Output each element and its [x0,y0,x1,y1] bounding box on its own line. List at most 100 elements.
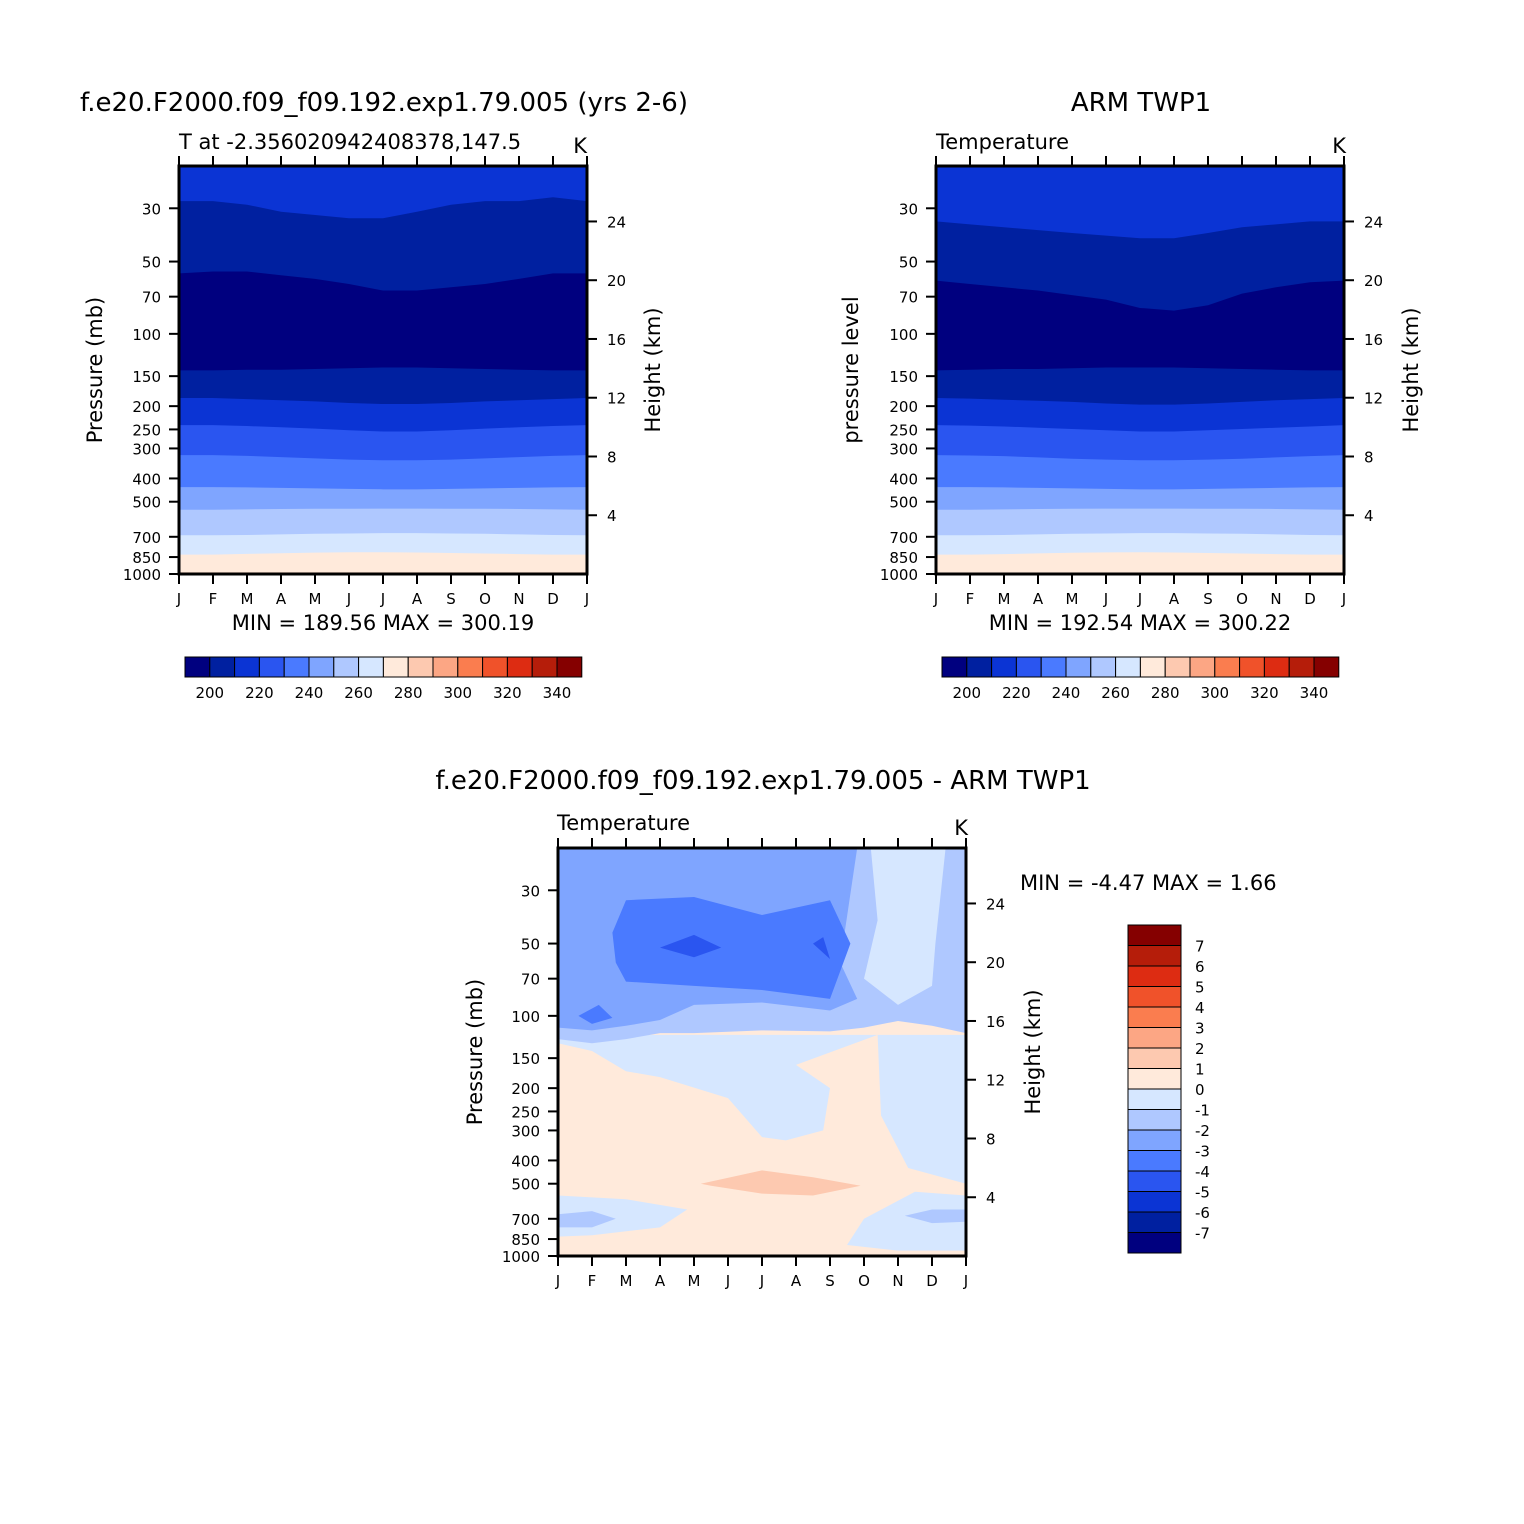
colorbar-cell [1127,945,1182,967]
colorbar-cell [1090,656,1117,678]
colorbar-cell [1127,1006,1182,1028]
panel-diff: f.e20.F2000.f09_f09.192.exp1.79.005 - AR… [435,766,1276,1290]
colorbar-cell [432,656,459,678]
y-tick-label: 50 [142,254,161,272]
colorbar-cell [1139,656,1166,678]
x-tick-label: J [725,1272,730,1290]
colorbar-cell [1189,656,1216,678]
colorbar-label: 280 [394,684,423,702]
x-tick-label: A [276,590,287,608]
x-tick-label: J [584,590,589,608]
panel-diff-colorbar: 7 6 5 4 3 2 1 0 -1 -2 -3 -4 -5 -6 -7 [1127,924,1210,1254]
colorbar-cell [333,656,360,678]
diff-region-neg2-low-left [558,1211,616,1228]
colorbar-cell [184,656,211,678]
colorbar-cell [1127,1150,1182,1172]
panel-diff-stats: MIN = -4.47 MAX = 1.66 [1020,871,1277,895]
x-tick-label: N [513,590,524,608]
panel-diff-contours [558,848,966,1256]
panel-obs-units: K [1332,134,1347,158]
y-right-tick-label: 12 [1364,390,1383,408]
panel-model-subtitle: T at -2.356020942408378,147.5 [178,130,521,154]
x-tick-label: D [1304,590,1316,608]
y-tick-label: 700 [132,529,161,547]
colorbar-cell [1127,924,1182,946]
y-tick-label: 850 [889,549,918,567]
panel-obs-right-axis-label: Height (km) [1399,307,1423,432]
colorbar-label: 300 [1200,684,1229,702]
colorbar-cell [506,656,533,678]
colorbar-label: 240 [1052,684,1081,702]
panel-model: f.e20.F2000.f09_f09.192.exp1.79.005 (yrs… [80,88,688,702]
colorbar-cell [283,656,310,678]
colorbar-label: 200 [195,684,224,702]
colorbar-cell [382,656,409,678]
colorbar-label: 4 [1195,999,1205,1017]
colorbar-label: 220 [1002,684,1031,702]
y-tick-label: 30 [142,200,161,218]
colorbar-cell [531,656,558,678]
y-tick-label: 70 [521,971,540,989]
colorbar-label: -4 [1195,1163,1210,1181]
y-right-tick-label: 12 [986,1072,1005,1090]
y-tick-label: 1000 [880,566,918,584]
x-tick-label: N [892,1272,903,1290]
diff-region-neg4 [612,897,851,999]
y-tick-label: 250 [511,1103,540,1121]
panel-model-title: f.e20.F2000.f09_f09.192.exp1.79.005 (yrs… [80,88,688,118]
colorbar-cell [209,656,236,678]
x-tick-label: F [966,590,975,608]
diff-region-neg5-may [660,934,722,958]
y-tick-label: 50 [521,936,540,954]
x-tick-label: M [309,590,322,608]
x-tick-label: N [1270,590,1281,608]
panel-diff-units: K [954,816,969,840]
panel-diff-subtitle: Temperature [556,811,690,835]
colorbar-label: -5 [1195,1184,1210,1202]
panel-diff-title: f.e20.F2000.f09_f09.192.exp1.79.005 - AR… [435,766,1090,796]
y-tick-label: 150 [132,368,161,386]
x-tick-label: M [688,1272,701,1290]
x-tick-label: F [588,1272,597,1290]
colorbar-cell [1239,656,1265,678]
x-tick-label: J [963,1272,968,1290]
colorbar-cell [1040,656,1067,678]
colorbar-cell [1127,1211,1182,1233]
colorbar-label: 0 [1195,1081,1205,1099]
x-tick-label: J [176,590,181,608]
y-right-tick-label: 16 [986,1013,1005,1031]
x-tick-label: M [241,590,254,608]
y-tick-label: 300 [889,440,918,458]
x-tick-label: S [825,1272,835,1290]
x-tick-label: S [1203,590,1213,608]
panel-model-colorbar: 200 220 240 260 280 300 320 340 [184,656,583,702]
x-tick-label: M [1066,590,1079,608]
x-tick-label: A [655,1272,666,1290]
y-tick-label: 850 [132,549,161,567]
colorbar-label: 1 [1195,1061,1205,1079]
colorbar-cell [1127,1047,1182,1069]
colorbar-label: 300 [443,684,472,702]
y-tick-label: 70 [142,289,161,307]
y-tick-label: 100 [511,1008,540,1026]
colorbar-cell [258,656,285,678]
y-tick-label: 200 [132,398,161,416]
panel-model-stats: MIN = 189.56 MAX = 300.19 [232,611,534,635]
colorbar-cell [457,656,484,678]
colorbar-cell [1164,656,1191,678]
colorbar-label: 240 [295,684,324,702]
colorbar-cell [991,656,1017,678]
x-tick-label: D [547,590,559,608]
x-tick-label: J [1103,590,1108,608]
y-tick-label: 400 [132,470,161,488]
x-tick-label: A [791,1272,802,1290]
colorbar-cell [1127,1088,1182,1110]
y-tick-label: 150 [511,1050,540,1068]
y-right-tick-label: 4 [1364,507,1374,525]
y-right-tick-label: 20 [986,954,1005,972]
colorbar-label: 3 [1195,1020,1205,1038]
colorbar-label: -6 [1195,1204,1210,1222]
